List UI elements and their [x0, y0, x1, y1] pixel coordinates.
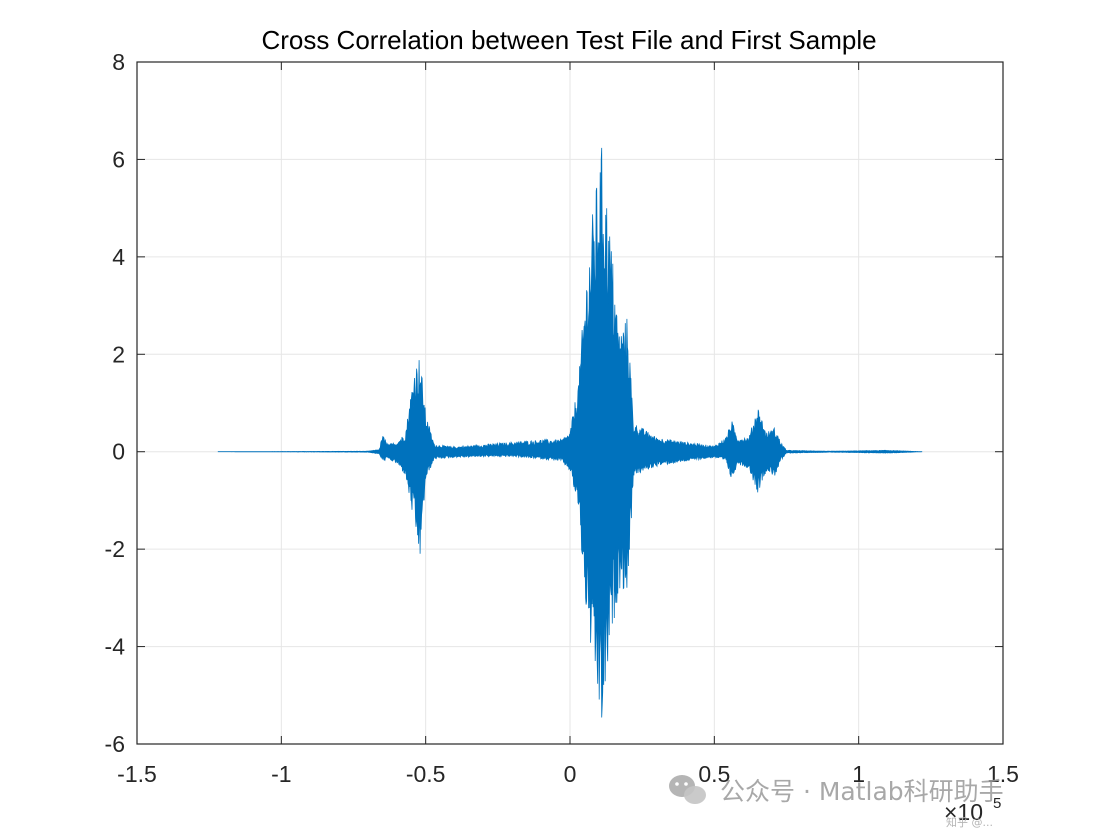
x-axis-ticks: -1.5 -1 -0.5 0 0.5 1 1.5	[117, 62, 1019, 787]
x-tick-label: -1.5	[117, 761, 157, 787]
x-tick-label: -0.5	[406, 761, 446, 787]
watermark: 公众号 · Matlab科研助手 知乎 @...	[669, 775, 1004, 829]
watermark-corner-text: 知乎 @...	[946, 815, 993, 829]
x-exponent-power: 5	[993, 795, 1001, 812]
x-tick-label: 0	[564, 761, 577, 787]
grid-lines	[137, 62, 1003, 744]
y-tick-label: 4	[112, 244, 125, 270]
x-tick-label: 0.5	[698, 761, 730, 787]
y-axis-ticks: -6 -4 -2 0 2 4 6 8	[105, 49, 1003, 757]
y-tick-label: -4	[105, 634, 126, 660]
chart-title: Cross Correlation between Test File and …	[261, 25, 876, 55]
y-tick-label: 8	[112, 49, 125, 75]
signal-line	[217, 147, 923, 718]
data-layer	[217, 147, 923, 718]
x-exponent-base: ×10	[944, 799, 983, 825]
wechat-icon	[669, 775, 706, 804]
y-tick-label: 2	[112, 341, 125, 367]
y-tick-label: 0	[112, 439, 125, 465]
y-tick-label: -2	[105, 536, 125, 562]
x-tick-label: -1	[271, 761, 291, 787]
watermark-text: 公众号 · Matlab科研助手	[720, 777, 1004, 806]
x-tick-label: 1.5	[987, 761, 1019, 787]
x-tick-label: 1	[852, 761, 865, 787]
x-axis-exponent: ×10 5	[944, 795, 1001, 825]
y-tick-label: -6	[105, 731, 125, 757]
y-tick-label: 6	[112, 146, 125, 172]
